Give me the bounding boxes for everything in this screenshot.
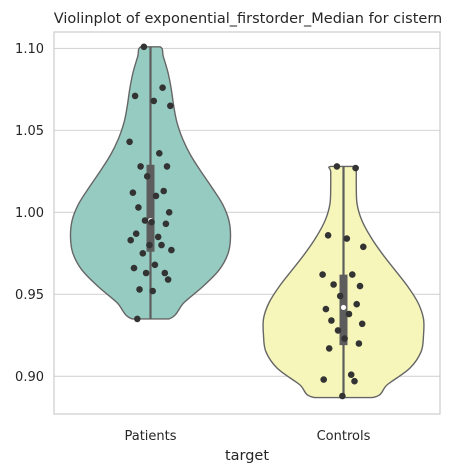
- y-tick-label: 1.00: [15, 206, 44, 221]
- data-point: [341, 335, 348, 342]
- data-point: [126, 138, 133, 146]
- data-point: [167, 102, 174, 110]
- data-point: [156, 150, 163, 157]
- data-point: [324, 232, 332, 239]
- data-point: [150, 97, 158, 105]
- data-point: [140, 43, 148, 51]
- data-point: [351, 377, 358, 385]
- strip-points: [126, 43, 367, 400]
- data-point: [360, 243, 367, 251]
- data-point: [334, 327, 342, 334]
- x-tick-label: Controls: [317, 429, 371, 444]
- data-point: [161, 269, 169, 277]
- data-point: [336, 292, 344, 300]
- chart-title: Violinplot of exponential_firstorder_Med…: [54, 11, 442, 27]
- data-point: [143, 173, 151, 180]
- data-point: [149, 287, 156, 295]
- data-point: [355, 340, 363, 347]
- data-point: [152, 192, 160, 200]
- x-axis-label: target: [225, 448, 269, 464]
- data-point: [352, 164, 359, 172]
- violins: [69, 46, 425, 399]
- data-point: [131, 92, 139, 100]
- data-point: [159, 84, 166, 91]
- data-point: [353, 300, 361, 308]
- x-tick-labels: Patients Controls: [124, 429, 370, 444]
- plot-frame: [53, 31, 441, 415]
- data-point: [168, 246, 175, 254]
- data-point: [164, 276, 172, 283]
- data-point: [127, 236, 134, 244]
- data-point: [160, 187, 167, 195]
- data-point: [356, 282, 364, 290]
- data-point: [345, 310, 353, 318]
- data-point: [347, 371, 355, 379]
- data-point: [330, 281, 337, 288]
- y-tick-label: 1.10: [15, 42, 44, 57]
- data-point: [358, 320, 366, 328]
- y-tick-labels: 0.90 0.95 1.00 1.05 1.10: [15, 42, 44, 385]
- data-point: [129, 189, 137, 196]
- data-point: [146, 241, 153, 249]
- data-point: [139, 250, 147, 257]
- data-point: [163, 163, 171, 170]
- data-point: [158, 241, 165, 249]
- data-point: [339, 392, 346, 400]
- data-point: [319, 271, 326, 278]
- data-point: [132, 230, 140, 237]
- median-marker-controls: [340, 304, 347, 311]
- data-point: [142, 269, 150, 277]
- data-point: [137, 163, 144, 170]
- data-point: [162, 220, 170, 228]
- data-point: [135, 204, 142, 211]
- data-point: [154, 233, 162, 241]
- data-point: [134, 315, 141, 323]
- y-tick-label: 0.95: [15, 288, 44, 303]
- data-point: [165, 209, 173, 216]
- y-tick-label: 0.90: [15, 370, 44, 385]
- y-tick-label: 1.05: [15, 124, 44, 139]
- data-point: [343, 235, 351, 242]
- data-point: [322, 305, 330, 313]
- data-point: [151, 261, 159, 269]
- iqr-box-patients: [146, 164, 155, 252]
- data-point: [333, 163, 341, 170]
- data-point: [349, 271, 356, 278]
- data-point: [148, 218, 155, 226]
- data-point: [325, 345, 333, 352]
- x-tick-label: Patients: [124, 429, 176, 444]
- data-point: [130, 264, 138, 272]
- data-point: [141, 217, 149, 224]
- data-point: [328, 317, 335, 324]
- data-point: [320, 376, 328, 383]
- data-point: [136, 286, 143, 293]
